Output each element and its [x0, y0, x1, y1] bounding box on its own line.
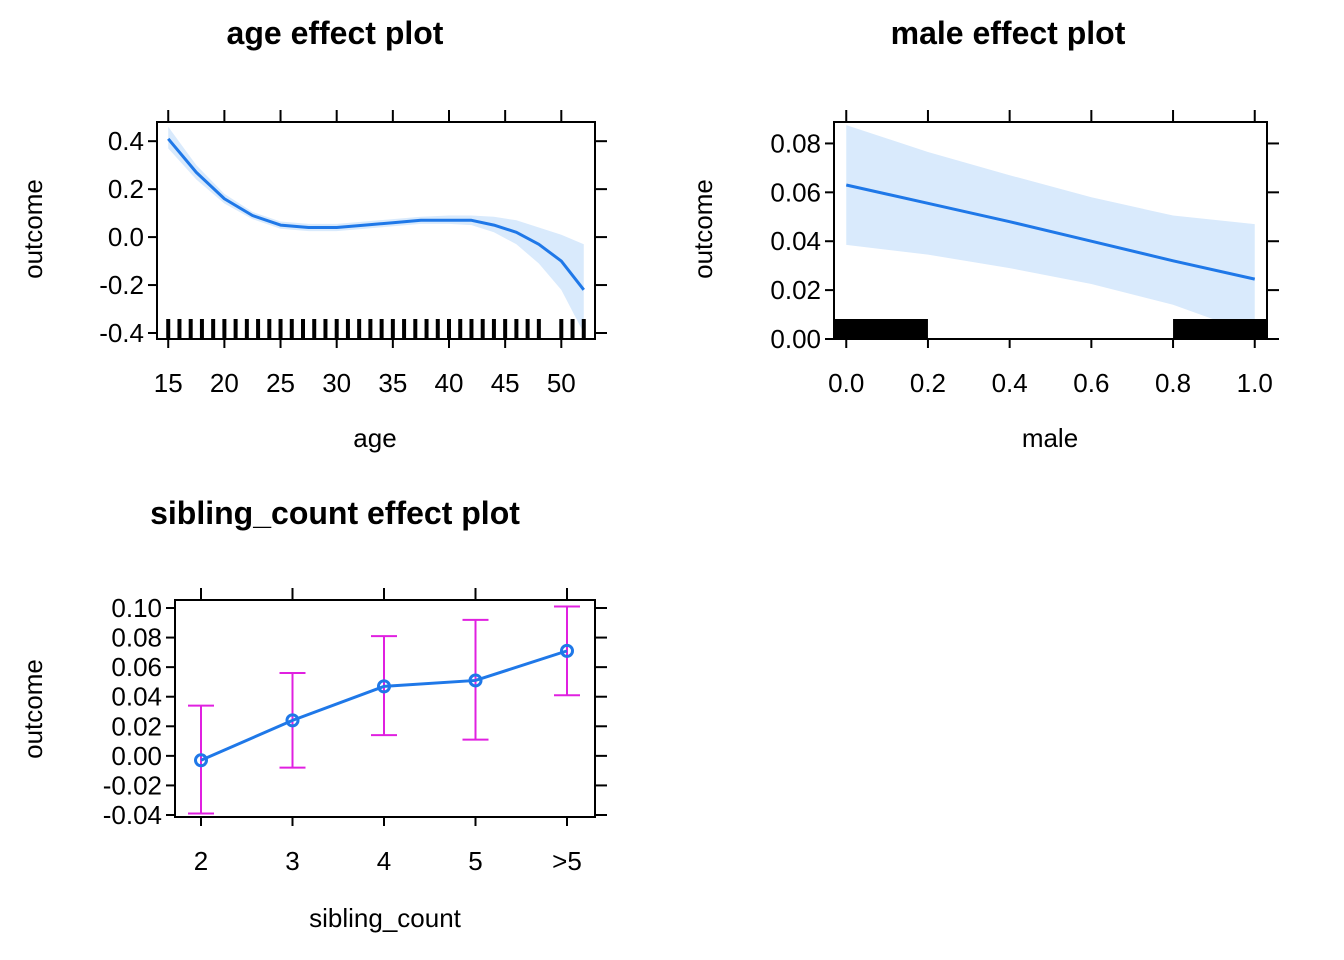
sibling-count-effect-panel: sibling_count effect plot sibling_count …: [18, 495, 607, 933]
sibling-point: [468, 673, 483, 688]
male-x-tick-label: 0.0: [828, 368, 864, 398]
age-x-tick-label: 45: [491, 368, 520, 398]
male-x-tick-label: 0.6: [1073, 368, 1109, 398]
male-plot-frame: [833, 121, 1268, 340]
age-confidence-band: [168, 126, 584, 333]
sibling-count-y-axis-label: outcome: [18, 659, 48, 759]
male-y-tick-label: 0.00: [770, 324, 821, 354]
male-x-axis-label: male: [1022, 423, 1078, 453]
sibling-point: [194, 753, 208, 768]
male-y-tick-label: 0.06: [770, 177, 821, 207]
age-x-tick-label: 40: [435, 368, 464, 398]
age-x-tick-label: 25: [266, 368, 295, 398]
male-rug-block: [1173, 319, 1267, 339]
male-x-tick-label: 0.8: [1155, 368, 1191, 398]
male-y-tick-label: 0.02: [770, 275, 821, 305]
age-plot-area: [166, 126, 586, 339]
male-x-tick-label: 1.0: [1237, 368, 1273, 398]
sibling-y-tick-label: 0.06: [111, 652, 162, 682]
age-fit-line: [167, 137, 585, 291]
age-x-tick-label: 15: [154, 368, 183, 398]
sibling-point: [285, 713, 300, 728]
age-x-axis-label: age: [353, 423, 396, 453]
male-x-tick-label: 0.2: [910, 368, 946, 398]
age-x-tick-label: 20: [210, 368, 239, 398]
sibling-point: [377, 679, 391, 694]
sibling-y-tick-label: 0.00: [111, 741, 162, 771]
age-x-tick-label: 50: [547, 368, 576, 398]
male-y-axis-label: outcome: [688, 179, 718, 279]
age-y-tick-label: 0.0: [108, 222, 144, 252]
age-y-tick-label: 0.2: [108, 174, 144, 204]
male-y-tick-label: 0.04: [770, 226, 821, 256]
age-y-axis-label: outcome: [18, 179, 48, 279]
sibling-y-tick-label: -0.04: [103, 800, 162, 830]
sibling-y-tick-label: 0.04: [111, 682, 162, 712]
male-x-tick-label: 0.4: [992, 368, 1028, 398]
sibling-x-tick-label: 4: [377, 846, 391, 876]
sibling-y-tick-label: 0.02: [111, 711, 162, 741]
sibling-fit-line: [200, 649, 568, 762]
sibling-point: [560, 643, 574, 658]
male-fit-line: [845, 183, 1256, 281]
male-confidence-band: [846, 125, 1255, 335]
sibling-y-tick-label: 0.08: [111, 623, 162, 653]
sibling-y-tick-label: -0.02: [103, 770, 162, 800]
sibling-x-tick-label: 2: [194, 846, 208, 876]
age-plot-frame: [156, 121, 596, 340]
age-x-tick-label: 35: [378, 368, 407, 398]
male-rug-block: [834, 319, 928, 339]
age-plot-title: age effect plot: [227, 15, 444, 51]
age-x-tick-label: 30: [322, 368, 351, 398]
age-y-tick-label: -0.4: [99, 318, 144, 348]
sibling-count-plot-title: sibling_count effect plot: [150, 495, 520, 531]
age-effect-panel: age effect plot age outcome -0.4 -0.2 0.0 0…: [18, 15, 607, 453]
sibling-x-tick-label: >5: [552, 846, 582, 876]
male-effect-panel: male effect plot male outcome 0.00 0.02 0.…: [688, 15, 1279, 453]
male-y-tick-label: 0.08: [770, 128, 821, 158]
sibling-y-tick-label: 0.10: [111, 593, 162, 623]
sibling-count-x-axis-label: sibling_count: [309, 903, 462, 933]
age-y-tick-label: 0.4: [108, 126, 144, 156]
sibling-x-tick-label: 3: [285, 846, 299, 876]
sibling-x-tick-label: 5: [468, 846, 482, 876]
age-y-tick-label: -0.2: [99, 270, 144, 300]
male-plot-title: male effect plot: [891, 15, 1126, 51]
